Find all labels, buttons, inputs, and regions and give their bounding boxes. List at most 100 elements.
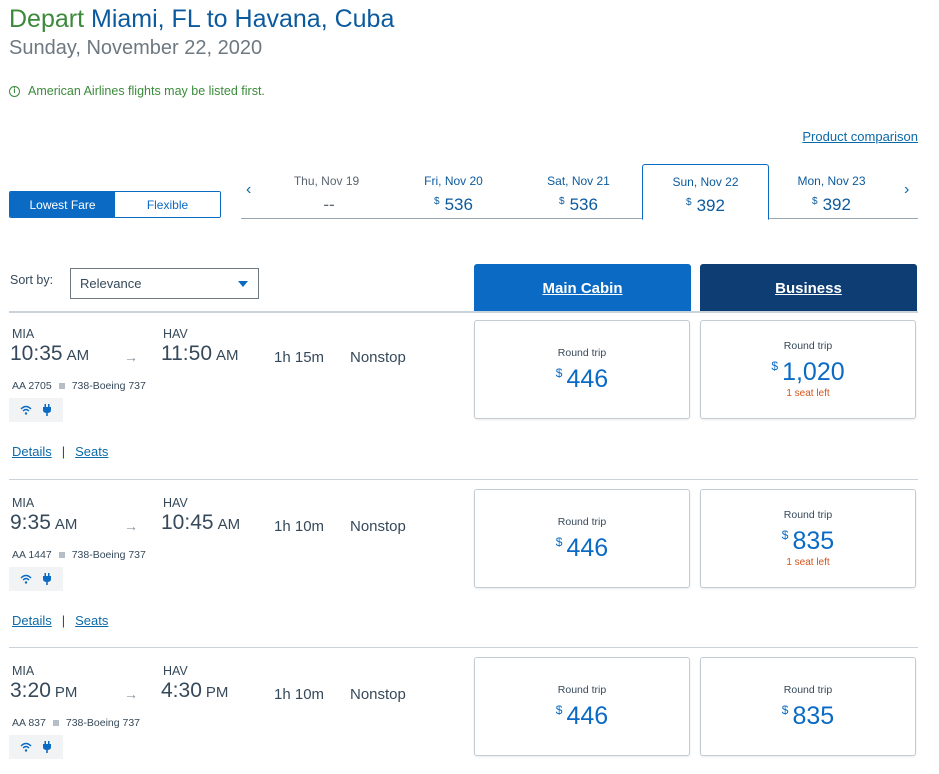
stops: Nonstop — [350, 349, 406, 366]
date-tab-nov20[interactable]: Fri, Nov 20 $536 — [390, 164, 517, 219]
flight-meta: AA 2705 738-Boeing 737 — [12, 380, 146, 392]
chevron-right-icon[interactable]: › — [904, 181, 910, 198]
round-trip-label: Round trip — [557, 347, 607, 359]
date-tab-nov23[interactable]: Mon, Nov 23 $392 — [768, 164, 895, 219]
currency-symbol: $ — [781, 528, 789, 542]
currency-symbol: $ — [559, 196, 565, 207]
date-tab-nov19[interactable]: Thu, Nov 19 -- — [263, 164, 390, 219]
fare-type-toggle: Lowest Fare Flexible — [9, 191, 221, 218]
price-value: 835 — [792, 527, 835, 555]
price-value: 536 — [444, 195, 473, 214]
title-depart: Depart — [9, 5, 85, 33]
amenities — [9, 567, 63, 591]
origin-code: MIA — [12, 664, 35, 678]
time-value: 4:30 — [161, 679, 202, 702]
seats-link[interactable]: Seats — [75, 444, 109, 459]
business-fare[interactable]: Round trip $1,020 1 seat left — [700, 320, 916, 419]
date-price: $536 — [390, 192, 517, 215]
date-label: Fri, Nov 20 — [424, 174, 483, 188]
time-value: 11:50 — [161, 342, 212, 365]
time-period: AM — [54, 516, 78, 533]
separator-square — [52, 720, 59, 726]
time-value: 10:45 — [161, 511, 214, 534]
destination-code: HAV — [163, 496, 188, 510]
chevron-left-icon[interactable]: ‹ — [246, 181, 252, 198]
main-cabin-fare[interactable]: Round trip $446 — [474, 657, 690, 756]
power-outlet-icon — [43, 404, 52, 416]
notice-text: American Airlines flights may be listed … — [28, 84, 265, 98]
round-trip-label: Round trip — [783, 340, 833, 352]
sort-select[interactable]: Relevance — [70, 268, 259, 299]
round-trip-label: Round trip — [557, 516, 607, 528]
date-price: $536 — [515, 192, 642, 215]
fare-price: $446 — [475, 696, 689, 730]
wifi-icon — [20, 405, 32, 415]
date-price: -- — [263, 192, 390, 215]
currency-symbol: $ — [686, 197, 692, 208]
time-value: 9:35 — [10, 511, 51, 534]
sort-by-label: Sort by: — [10, 273, 54, 287]
duration: 1h 10m — [274, 518, 325, 535]
main-cabin-header[interactable]: Main Cabin — [474, 264, 691, 312]
destination-code: HAV — [163, 327, 188, 341]
divider — [9, 647, 918, 648]
main-cabin-fare[interactable]: Round trip $446 — [474, 489, 690, 588]
sort-value: Relevance — [80, 276, 142, 291]
date-label: Sat, Nov 21 — [547, 174, 610, 188]
round-trip-label: Round trip — [557, 684, 607, 696]
round-trip-label: Round trip — [783, 509, 833, 521]
amenities — [9, 398, 63, 422]
info-icon: i — [9, 85, 20, 97]
currency-symbol: $ — [771, 359, 779, 373]
fare-price: $446 — [475, 359, 689, 393]
round-trip-label: Round trip — [783, 684, 833, 696]
flight-meta: AA 837 738-Boeing 737 — [12, 717, 140, 729]
wifi-icon — [20, 742, 32, 752]
power-outlet-icon — [43, 573, 52, 585]
currency-symbol: $ — [555, 366, 563, 380]
date-tab-nov22-selected[interactable]: Sun, Nov 22 $392 — [642, 164, 769, 220]
arrow-right-icon: → — [124, 686, 138, 702]
currency-symbol: $ — [434, 196, 440, 207]
details-link[interactable]: Details — [12, 444, 52, 459]
travel-date: Sunday, November 22, 2020 — [9, 37, 263, 59]
flexible-toggle[interactable]: Flexible — [115, 192, 220, 217]
price-value: 1,020 — [782, 358, 845, 386]
origin-code: MIA — [12, 496, 35, 510]
arrival-time: 10:45 AM — [161, 511, 240, 535]
fare-price: $835 — [701, 696, 915, 730]
departure-time: 9:35 AM — [10, 511, 77, 535]
time-value: 3:20 — [10, 679, 51, 702]
business-fare[interactable]: Round trip $835 — [700, 657, 916, 756]
price-value: 536 — [569, 195, 598, 214]
date-tab-nov21[interactable]: Sat, Nov 21 $536 — [515, 164, 642, 219]
flight-number: AA 837 — [12, 717, 46, 729]
arrow-right-icon: → — [124, 349, 138, 365]
business-header[interactable]: Business — [700, 264, 917, 312]
link-separator: | — [61, 444, 66, 459]
business-fare[interactable]: Round trip $835 1 seat left — [700, 489, 916, 588]
flight-meta: AA 1447 738-Boeing 737 — [12, 549, 146, 561]
amenities — [9, 735, 63, 759]
stops: Nonstop — [350, 686, 406, 703]
currency-symbol: $ — [781, 703, 789, 717]
currency-symbol: $ — [812, 196, 818, 207]
price-value: 392 — [696, 196, 725, 215]
time-period: AM — [66, 347, 90, 364]
aircraft: 738-Boeing 737 — [71, 549, 146, 561]
duration: 1h 15m — [274, 349, 325, 366]
seats-left: 1 seat left — [786, 388, 830, 399]
title-route: Miami, FL to Havana, Cuba — [84, 5, 395, 33]
product-comparison-link[interactable]: Product comparison — [802, 129, 918, 144]
date-price: $392 — [768, 192, 895, 215]
lowest-fare-toggle[interactable]: Lowest Fare — [10, 192, 115, 217]
time-period: AM — [216, 347, 239, 364]
details-link[interactable]: Details — [12, 613, 52, 628]
seats-link[interactable]: Seats — [75, 613, 109, 628]
destination-code: HAV — [163, 664, 188, 678]
currency-symbol: $ — [555, 703, 563, 717]
main-cabin-fare[interactable]: Round trip $446 — [474, 320, 690, 419]
arrival-time: 4:30 PM — [161, 679, 228, 703]
airline-notice: i American Airlines flights may be liste… — [9, 84, 265, 98]
seats-left: 1 seat left — [786, 557, 830, 568]
